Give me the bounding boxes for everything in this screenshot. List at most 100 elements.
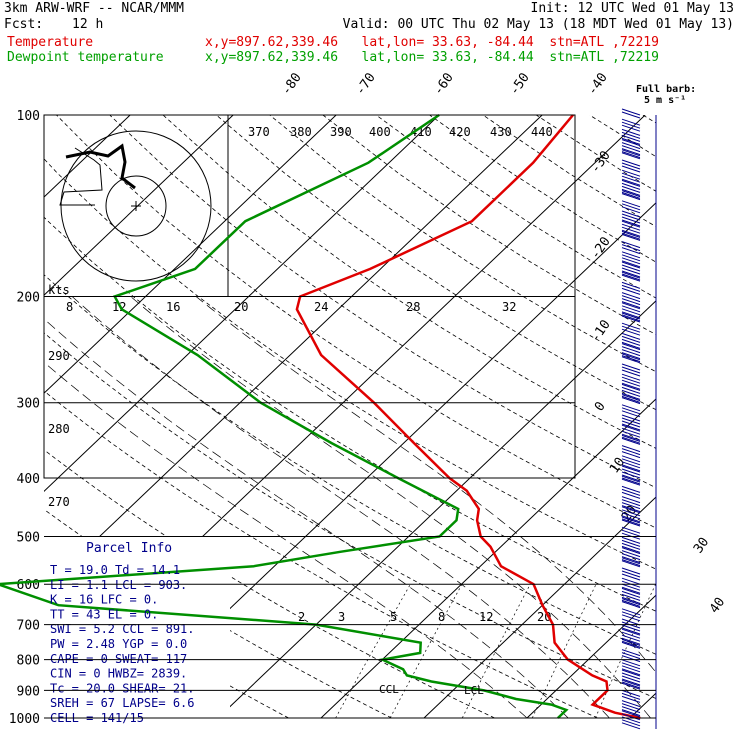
wind-barb: [621, 179, 641, 187]
isotherm-line: [217, 300, 656, 719]
wind-barb: [621, 614, 641, 622]
wind-barb: [621, 273, 641, 281]
ccl-marker: CCL: [379, 683, 399, 696]
wind-barb: [621, 325, 641, 333]
wind-barb: [621, 437, 641, 445]
wind-barb: [621, 356, 641, 364]
isotherm-tick-label: 10: [607, 455, 628, 476]
wind-barb: [621, 185, 641, 193]
wind-barb: [621, 229, 641, 237]
parcel-info-box: [44, 536, 230, 729]
wind-barb: [621, 220, 641, 228]
wind-barb: [621, 270, 641, 278]
wind-barb: [621, 464, 641, 472]
wind-barb: [621, 188, 641, 196]
wind-barb: [621, 305, 641, 313]
theta-label: 440: [531, 125, 553, 139]
wind-barb: [621, 545, 641, 553]
wind-barb: [621, 261, 641, 269]
wind-barb: [621, 287, 641, 295]
wind-barb: [621, 149, 641, 157]
dry-adiabat-line: [429, 115, 656, 263]
wind-barb: [621, 175, 641, 183]
wind-barb: [621, 556, 641, 564]
wind-barb: [621, 206, 641, 214]
wind-barb: [621, 423, 641, 431]
moist-adiabat-line: [195, 296, 656, 673]
wind-barb: [621, 496, 641, 504]
pressure-tick-label: 700: [17, 619, 40, 634]
wind-barb: [621, 516, 641, 524]
wind-barb: [621, 539, 641, 547]
wind-barb: [621, 203, 641, 211]
wind-barb: [621, 349, 641, 357]
wind-barb: [621, 223, 641, 231]
pressure-tick-label: 500: [17, 530, 40, 545]
parcel-info-row: TT = 43 EL = 0.: [50, 607, 158, 621]
mixing-ratio-label: 3: [338, 610, 345, 624]
wind-barb: [621, 267, 641, 275]
parcel-info-row: Tc = 20.0 SHEAR= 21.: [50, 681, 195, 695]
wind-barb: [621, 247, 641, 255]
wind-barb: [621, 410, 641, 418]
parcel-info-title: Parcel Info: [86, 541, 172, 556]
barb-legend-value: 5 m s⁻¹: [644, 95, 686, 106]
isotherm-tick-label: 30: [691, 535, 712, 556]
wind-barb: [621, 471, 641, 479]
wind-barb: [621, 445, 641, 453]
hodograph-units-label: kts: [48, 283, 70, 297]
wind-barb: [621, 145, 641, 153]
temperature-location: x,y=897.62,339.46 lat,lon= 33.63, -84.44…: [205, 35, 659, 50]
wind-barb: [621, 311, 641, 319]
init-time: Init: 12 UTC Wed 01 May 13: [530, 1, 735, 16]
wind-barb: [621, 355, 641, 363]
wind-barb: [621, 139, 641, 147]
wind-barb: [621, 640, 641, 648]
wind-barb: [621, 148, 641, 156]
wind-barb: [621, 264, 641, 272]
wind-barb: [621, 681, 641, 689]
mixing-ratio-line: [461, 584, 531, 719]
isotherm-line: [44, 115, 337, 394]
wind-barb: [621, 713, 641, 721]
hodograph-speed-label: 20: [234, 300, 248, 314]
wind-barb: [621, 631, 641, 639]
wind-barb: [621, 434, 641, 442]
isotherm-tick-label: -20: [588, 234, 614, 262]
wind-barb: [621, 169, 641, 177]
model-title: 3km ARW-WRF -- NCAR/MMM: [4, 1, 185, 16]
parcel-info-row: PW = 2.48 YGP = 0.0: [50, 637, 187, 651]
wind-barb: [621, 182, 641, 190]
wind-barb: [621, 376, 641, 384]
wind-barb: [621, 152, 641, 160]
wind-barb: [621, 709, 641, 717]
wind-barb: [621, 332, 641, 340]
isotherm-tick-label: -30: [588, 148, 614, 176]
wind-barb: [621, 379, 641, 387]
wind-barb: [621, 353, 641, 361]
wind-barb: [621, 392, 641, 400]
wind-barb: [621, 193, 641, 201]
wind-barb: [621, 383, 641, 391]
wind-barb: [621, 151, 641, 159]
isotherm-line: [733, 115, 740, 718]
wind-barb: [621, 111, 641, 119]
wind-barb: [621, 216, 641, 224]
wind-barb: [621, 700, 641, 708]
theta-label: 380: [290, 125, 312, 139]
wind-barb: [621, 692, 641, 700]
wind-barb: [621, 281, 641, 289]
wind-barb: [621, 448, 641, 456]
theta-label: 430: [490, 125, 512, 139]
hodograph-speed-label: 16: [166, 300, 180, 314]
wind-barb: [621, 338, 641, 346]
pressure-tick-label: 200: [17, 291, 40, 306]
wind-barb: [621, 505, 641, 513]
wind-barb: [621, 121, 641, 129]
wind-barb: [621, 386, 641, 394]
wind-barb: [621, 608, 641, 616]
wind-barb: [621, 451, 641, 459]
wind-barb: [621, 232, 641, 240]
pressure-tick-label: 900: [17, 684, 40, 699]
